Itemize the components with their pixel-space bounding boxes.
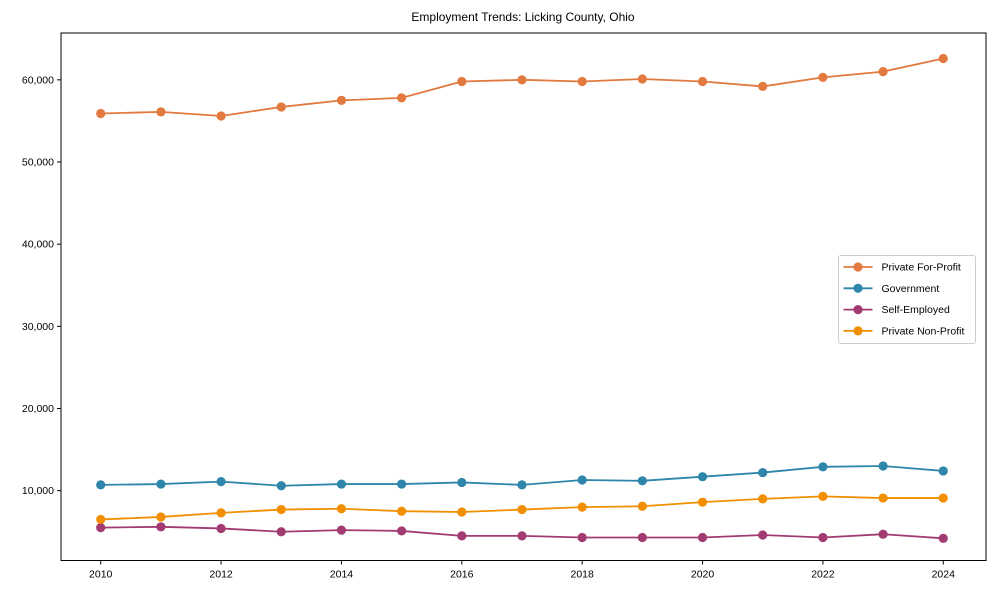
y-axis-tick-label: 40,000 xyxy=(22,239,54,251)
data-point-private-for-profit xyxy=(818,72,828,82)
y-axis-tick-label: 60,000 xyxy=(22,74,54,86)
data-point-self-employed xyxy=(517,531,527,541)
data-point-government xyxy=(697,472,708,482)
data-point-private-non-profit xyxy=(818,491,828,502)
x-axis-tick-label: 2014 xyxy=(330,569,354,581)
y-axis-tick-label: 10,000 xyxy=(22,485,54,497)
data-point-private-non-profit xyxy=(156,512,166,522)
data-point-self-employed xyxy=(96,523,106,533)
data-point-self-employed xyxy=(577,532,587,543)
data-point-private-for-profit xyxy=(336,95,347,105)
y-axis-tick-label: 20,000 xyxy=(22,403,54,415)
data-point-private-for-profit xyxy=(457,76,467,87)
data-point-self-employed xyxy=(216,523,226,534)
data-point-private-non-profit xyxy=(878,493,888,503)
data-point-government xyxy=(878,461,888,471)
data-point-government xyxy=(938,466,948,476)
data-point-private-for-profit xyxy=(758,81,768,92)
data-point-private-non-profit xyxy=(216,508,226,518)
legend-label-private-non-profit: Private Non-Profit xyxy=(882,325,965,337)
x-axis-tick-label: 2016 xyxy=(450,569,474,581)
legend-marker-private-non-profit xyxy=(853,326,863,336)
data-point-government xyxy=(577,475,587,485)
data-point-self-employed xyxy=(697,532,708,543)
x-axis-tick-label: 2020 xyxy=(691,569,715,581)
data-point-self-employed xyxy=(938,533,948,543)
data-point-private-non-profit xyxy=(938,493,948,503)
data-point-government xyxy=(216,477,226,487)
data-point-private-non-profit xyxy=(397,506,407,516)
plot-area: 10,000 20,000 30,000 40,000 50,000 60,000 2010… xyxy=(22,32,987,581)
data-point-private-for-profit xyxy=(637,74,647,84)
x-axis-tick-label: 2010 xyxy=(89,569,113,581)
data-point-private-non-profit xyxy=(637,501,647,511)
data-point-government xyxy=(336,479,347,489)
data-point-private-for-profit xyxy=(96,108,106,119)
data-point-self-employed xyxy=(878,529,888,539)
x-axis-tick-label: 2022 xyxy=(811,569,835,581)
data-point-government xyxy=(397,479,407,489)
data-point-private-for-profit xyxy=(397,93,407,103)
legend-label-government: Government xyxy=(882,283,940,295)
data-point-government xyxy=(818,462,828,472)
legend-label-self-employed: Self-Employed xyxy=(882,304,950,316)
data-point-private-for-profit xyxy=(216,111,226,121)
data-point-private-for-profit xyxy=(156,107,166,117)
legend-box xyxy=(838,255,976,344)
legend-marker-government xyxy=(853,283,863,293)
data-point-private-non-profit xyxy=(96,514,106,525)
data-point-government xyxy=(96,480,106,490)
data-point-self-employed xyxy=(637,532,647,543)
x-axis-tick-label: 2012 xyxy=(209,569,233,581)
data-point-government xyxy=(276,481,286,491)
data-point-private-non-profit xyxy=(697,497,708,507)
data-point-private-non-profit xyxy=(457,507,467,517)
data-point-private-for-profit xyxy=(878,67,888,77)
legend: Private For-Profit Government Self-Employe… xyxy=(838,255,976,344)
plot-frame xyxy=(60,32,987,561)
data-point-private-for-profit xyxy=(517,75,527,85)
y-axis-tick-label: 50,000 xyxy=(22,156,54,168)
data-point-private-for-profit xyxy=(938,53,948,64)
data-point-private-non-profit xyxy=(336,504,347,514)
x-axis-tick-label: 2018 xyxy=(570,569,594,581)
data-point-private-non-profit xyxy=(758,494,768,504)
data-point-private-non-profit xyxy=(577,502,587,512)
data-point-self-employed xyxy=(758,530,768,540)
legend-marker-private-for-profit xyxy=(853,262,863,272)
data-point-self-employed xyxy=(397,526,407,536)
data-point-government xyxy=(156,479,166,489)
data-point-private-for-profit xyxy=(697,76,708,87)
data-point-self-employed xyxy=(818,532,828,543)
data-point-self-employed xyxy=(336,525,347,535)
data-point-private-non-profit xyxy=(517,504,527,515)
series-line-private-for-profit xyxy=(100,57,944,117)
data-point-government xyxy=(457,477,467,488)
data-point-self-employed xyxy=(156,522,166,532)
data-point-government xyxy=(637,476,647,486)
y-axis-tick-label: 30,000 xyxy=(22,321,54,333)
data-point-government xyxy=(758,467,768,478)
x-axis-tick-label: 2024 xyxy=(932,569,956,581)
data-point-government xyxy=(517,480,527,490)
chart-title: Employment Trends: Licking County, Ohio xyxy=(411,10,635,24)
data-point-self-employed xyxy=(457,531,467,541)
data-point-private-for-profit xyxy=(276,102,286,112)
data-point-private-non-profit xyxy=(276,504,286,515)
legend-marker-self-employed xyxy=(853,305,863,315)
legend-label-private-for-profit: Private For-Profit xyxy=(882,262,961,274)
data-point-private-for-profit xyxy=(577,76,587,87)
data-point-self-employed xyxy=(276,527,286,537)
